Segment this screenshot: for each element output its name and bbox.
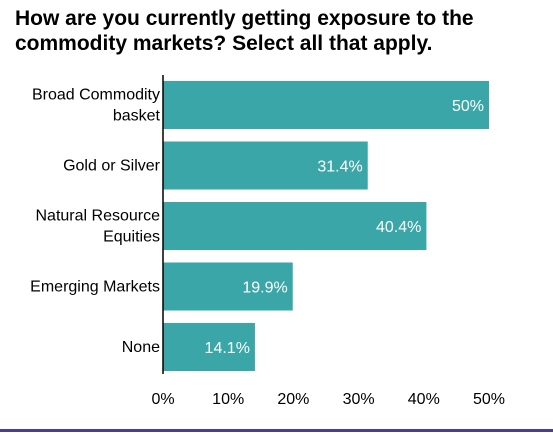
bar bbox=[163, 81, 489, 129]
category-label-line: basket bbox=[113, 108, 161, 125]
category-label: Gold or Silver bbox=[63, 158, 161, 175]
bar-value-label: 19.9% bbox=[242, 280, 287, 297]
category-label-line: None bbox=[122, 339, 160, 356]
bar-value-label: 50% bbox=[452, 98, 484, 115]
category-label-line: Gold or Silver bbox=[63, 158, 161, 175]
category-label-line: Natural Resource bbox=[36, 208, 161, 225]
x-tick-label: 10% bbox=[212, 391, 244, 408]
x-tick-label: 50% bbox=[473, 391, 505, 408]
bar-value-label: 40.4% bbox=[376, 219, 421, 236]
category-label: Natural Resource Equities bbox=[36, 208, 161, 246]
x-tick-label: 20% bbox=[277, 391, 309, 408]
bar bbox=[163, 323, 255, 371]
x-tick-label: 0% bbox=[151, 391, 174, 408]
bar bbox=[163, 262, 293, 311]
bottom-divider bbox=[0, 429, 553, 432]
bar-value-label: 31.4% bbox=[317, 159, 362, 176]
category-label: Emerging Markets bbox=[30, 279, 160, 296]
bar bbox=[163, 202, 427, 250]
bars-group: 50% 31.4% 40.4% 19.9% 14.1% bbox=[163, 81, 489, 371]
category-label: Broad Commodity basket bbox=[32, 87, 161, 125]
category-labels-group: Broad Commodity basket Gold or Silver Natur… bbox=[30, 87, 161, 357]
tick-labels-group: 0% 10% 20% 30% 40% 50% bbox=[151, 391, 505, 408]
chart-title: How are you currently getting exposure t… bbox=[15, 7, 474, 55]
category-label-line: Emerging Markets bbox=[30, 279, 160, 296]
category-label-line: Equities bbox=[103, 229, 160, 246]
x-tick-label: 30% bbox=[343, 391, 375, 408]
bar-value-label: 14.1% bbox=[205, 340, 250, 357]
category-label-line: Broad Commodity bbox=[32, 87, 160, 104]
x-tick-label: 40% bbox=[408, 391, 440, 408]
category-label: None bbox=[122, 339, 160, 356]
bar bbox=[163, 141, 368, 190]
